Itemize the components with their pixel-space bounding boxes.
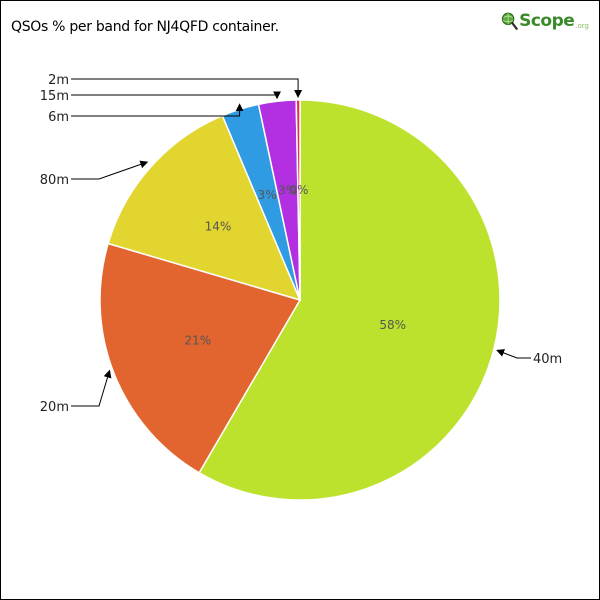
pie-slice-40m: [198, 99, 501, 501]
band-label-6m: 6m: [48, 110, 69, 125]
callout-line-15m: [71, 91, 282, 100]
slice-percent-label-15m: 3%: [278, 184, 297, 198]
pie-slice-80m: [107, 114, 302, 302]
pie-slice-20m: [99, 242, 302, 474]
band-label-80m: 80m: [40, 173, 69, 188]
callout-line-6m: [71, 103, 244, 117]
logo-word: Scope: [519, 11, 575, 31]
callout-line-40m: [496, 349, 531, 359]
magnifier-globe-icon: [501, 12, 518, 30]
callout-line-80m: [71, 160, 149, 180]
slice-percent-label-40m: 58%: [379, 318, 406, 332]
callout-line-20m: [71, 369, 112, 407]
slice-percent-label-6m: 3%: [258, 188, 277, 202]
logo-suffix: .org: [575, 22, 589, 30]
band-label-20m: 20m: [40, 400, 69, 415]
band-label-15m: 15m: [40, 89, 69, 104]
callout-line-2m: [71, 78, 303, 99]
pie-slice-2m: [295, 99, 301, 301]
slice-percent-label-20m: 21%: [184, 334, 211, 348]
chart-title: QSOs % per band for NJ4QFD container.: [11, 19, 279, 35]
qscope-logo: Scope .org: [501, 5, 589, 37]
slice-percent-label-2m: 0%: [289, 183, 308, 197]
slice-percent-label-80m: 14%: [205, 220, 232, 234]
band-label-40m: 40m: [533, 352, 562, 367]
band-label-2m: 2m: [48, 73, 69, 88]
